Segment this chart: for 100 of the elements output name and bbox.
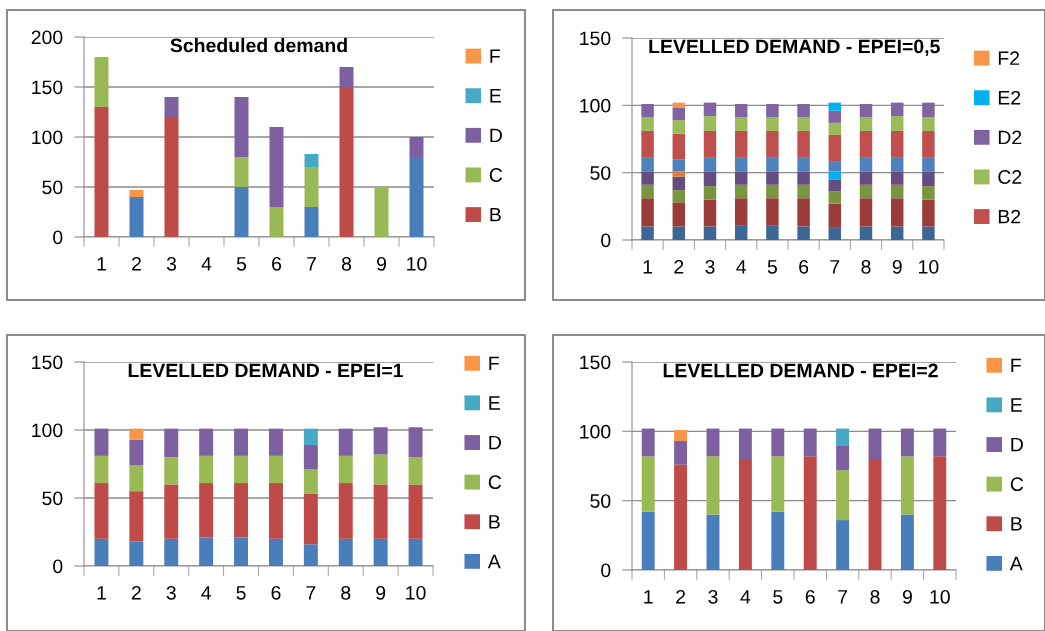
bar bbox=[766, 117, 779, 131]
bar bbox=[734, 130, 748, 158]
bar bbox=[868, 459, 882, 570]
bar bbox=[890, 130, 904, 158]
bar bbox=[199, 428, 214, 456]
bar bbox=[738, 459, 752, 570]
bar bbox=[734, 184, 748, 199]
bar bbox=[828, 102, 842, 111]
bar bbox=[672, 133, 686, 160]
chart-title: LEVELLED DEMAND - EPEI=0,5 bbox=[649, 39, 940, 57]
bar bbox=[797, 171, 810, 185]
bar bbox=[129, 541, 144, 566]
bar bbox=[868, 428, 882, 460]
bar bbox=[771, 511, 785, 570]
bar bbox=[303, 444, 318, 470]
bar bbox=[303, 544, 318, 566]
legend-label: E bbox=[1011, 398, 1022, 412]
x-tick-label: 1 bbox=[97, 257, 106, 271]
bar bbox=[672, 108, 686, 121]
bar bbox=[828, 110, 842, 123]
bar bbox=[828, 122, 842, 135]
bar bbox=[269, 207, 284, 237]
bar bbox=[859, 226, 873, 240]
x-tick-label: 5 bbox=[773, 590, 783, 604]
bar bbox=[303, 469, 318, 494]
x-tick-label: 1 bbox=[643, 260, 653, 274]
y-tick-label: 150 bbox=[32, 80, 63, 95]
bar bbox=[836, 470, 850, 521]
legend-label: A bbox=[1009, 556, 1023, 571]
bar bbox=[94, 428, 109, 456]
bar bbox=[734, 171, 748, 185]
bar bbox=[672, 190, 686, 203]
bar bbox=[408, 457, 423, 485]
y-tick-label: 150 bbox=[32, 355, 63, 370]
bar bbox=[890, 102, 904, 117]
bar bbox=[408, 427, 423, 458]
bar bbox=[734, 117, 748, 131]
y-tick-label: 0 bbox=[601, 563, 611, 578]
bar bbox=[797, 198, 810, 227]
bar bbox=[922, 171, 935, 187]
bar bbox=[859, 184, 873, 199]
bar bbox=[766, 198, 779, 226]
x-tick-label: 9 bbox=[892, 259, 902, 274]
bar bbox=[900, 456, 914, 515]
y-tick-label: 100 bbox=[580, 424, 611, 439]
x-tick-label: 3 bbox=[166, 256, 177, 271]
x-tick-label: 5 bbox=[236, 257, 247, 271]
bar bbox=[641, 171, 654, 185]
legend-label: B bbox=[490, 207, 501, 222]
chart-title: Scheduled demand bbox=[170, 38, 347, 53]
legend-label: B bbox=[489, 515, 500, 529]
bar bbox=[234, 157, 249, 187]
y-tick-label: 200 bbox=[31, 30, 63, 45]
bar bbox=[373, 538, 388, 566]
bar bbox=[922, 130, 935, 158]
bar bbox=[890, 198, 904, 227]
x-tick-label: 9 bbox=[902, 589, 912, 604]
bar bbox=[164, 457, 179, 485]
x-tick-label: 8 bbox=[341, 585, 351, 600]
bar bbox=[234, 428, 249, 456]
bar bbox=[828, 179, 842, 192]
bar bbox=[900, 428, 914, 457]
bar bbox=[797, 103, 810, 118]
bar bbox=[890, 116, 904, 131]
x-tick-label: 5 bbox=[767, 260, 777, 274]
x-tick-label: 1 bbox=[644, 590, 653, 604]
bar bbox=[890, 157, 904, 172]
bar bbox=[797, 226, 810, 240]
bar bbox=[373, 484, 388, 539]
bar bbox=[803, 456, 817, 570]
chart-title: LEVELLED DEMAND - EPEI=2 bbox=[663, 363, 938, 378]
legend-label: F bbox=[1011, 358, 1021, 373]
bar bbox=[164, 97, 179, 117]
x-tick-label: 10 bbox=[919, 259, 939, 274]
bar bbox=[703, 116, 717, 131]
bar bbox=[268, 455, 283, 484]
x-tick-label: 5 bbox=[236, 586, 246, 600]
bar bbox=[771, 456, 785, 512]
x-tick-label: 6 bbox=[272, 256, 282, 271]
bar bbox=[703, 199, 717, 227]
bar bbox=[304, 154, 319, 167]
y-tick-label: 50 bbox=[42, 180, 63, 195]
bar bbox=[373, 427, 388, 455]
x-tick-label: 8 bbox=[341, 256, 352, 271]
bar bbox=[859, 157, 873, 172]
x-tick-label: 4 bbox=[201, 257, 212, 271]
bar bbox=[338, 483, 353, 539]
bar bbox=[672, 120, 686, 134]
bar bbox=[706, 456, 720, 515]
bar bbox=[641, 130, 654, 158]
x-tick-label: 4 bbox=[740, 590, 751, 604]
bar bbox=[803, 428, 817, 457]
bar bbox=[836, 445, 850, 471]
bar bbox=[641, 511, 655, 570]
bar bbox=[641, 428, 655, 457]
bar bbox=[703, 186, 717, 200]
x-tick-label: 3 bbox=[708, 589, 718, 604]
bar bbox=[94, 57, 109, 107]
bar bbox=[933, 456, 947, 570]
bar bbox=[199, 537, 214, 566]
